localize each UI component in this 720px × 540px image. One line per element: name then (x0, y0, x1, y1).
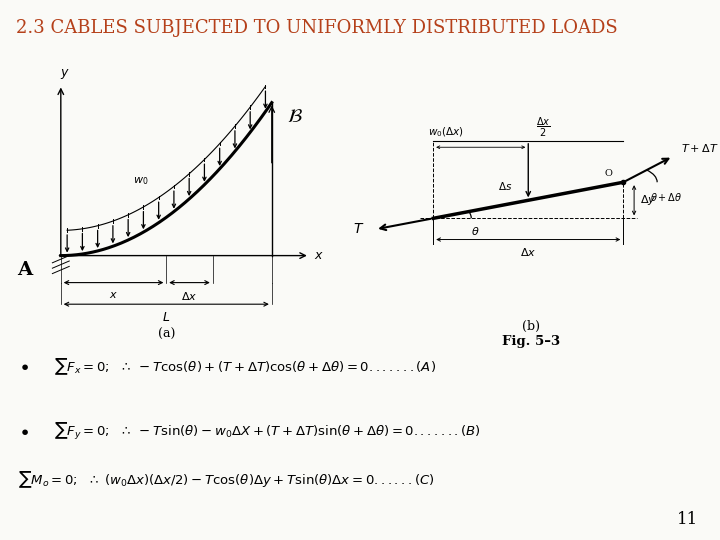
Text: A: A (17, 261, 32, 279)
Text: $x$: $x$ (314, 249, 324, 262)
Text: $\sum F_y = 0;\;\;\therefore\;-T\sin(\theta)-w_0\Delta X+(T+\Delta T)\sin(\theta: $\sum F_y = 0;\;\;\therefore\;-T\sin(\th… (54, 421, 481, 442)
Text: O: O (605, 169, 613, 178)
Text: $\sum M_o = 0;\;\;\therefore\;(w_0\Delta x)(\Delta x/2)-T\cos(\theta)\Delta y+T\: $\sum M_o = 0;\;\;\therefore\;(w_0\Delta… (18, 470, 435, 490)
Text: $y$: $y$ (60, 67, 70, 81)
Text: $w_0$: $w_0$ (133, 176, 149, 187)
Text: (b): (b) (522, 320, 540, 333)
Text: $\dfrac{\Delta x}{2}$: $\dfrac{\Delta x}{2}$ (536, 116, 551, 139)
Text: $\bullet$: $\bullet$ (18, 421, 29, 440)
Text: $L$: $L$ (162, 312, 171, 325)
Text: 2.3 CABLES SUBJECTED TO UNIFORMLY DISTRIBUTED LOADS: 2.3 CABLES SUBJECTED TO UNIFORMLY DISTRI… (16, 19, 618, 37)
Text: Fig. 5–3: Fig. 5–3 (502, 335, 560, 348)
Text: 11: 11 (677, 511, 698, 528)
Text: $w_0(\Delta x)$: $w_0(\Delta x)$ (428, 125, 464, 139)
Text: $\theta + \Delta\theta$: $\theta + \Delta\theta$ (650, 191, 683, 202)
Text: (a): (a) (158, 328, 175, 341)
Text: $\mathcal{B}$: $\mathcal{B}$ (287, 108, 302, 126)
Text: $T$: $T$ (353, 222, 364, 237)
Text: $\Delta y$: $\Delta y$ (639, 193, 656, 207)
Text: $\theta$: $\theta$ (472, 225, 480, 237)
Text: $\Delta x$: $\Delta x$ (181, 290, 197, 302)
Text: $\Delta x$: $\Delta x$ (520, 246, 536, 258)
Text: $T + \Delta T$: $T + \Delta T$ (681, 142, 719, 154)
Text: $\sum F_x = 0;\;\;\therefore\;-T\cos(\theta)+(T+\Delta T)\cos(\theta+\Delta\thet: $\sum F_x = 0;\;\;\therefore\;-T\cos(\th… (54, 356, 436, 377)
Text: $\Delta s$: $\Delta s$ (498, 180, 512, 192)
Text: $x$: $x$ (109, 290, 118, 300)
Text: $\bullet$: $\bullet$ (18, 356, 29, 375)
